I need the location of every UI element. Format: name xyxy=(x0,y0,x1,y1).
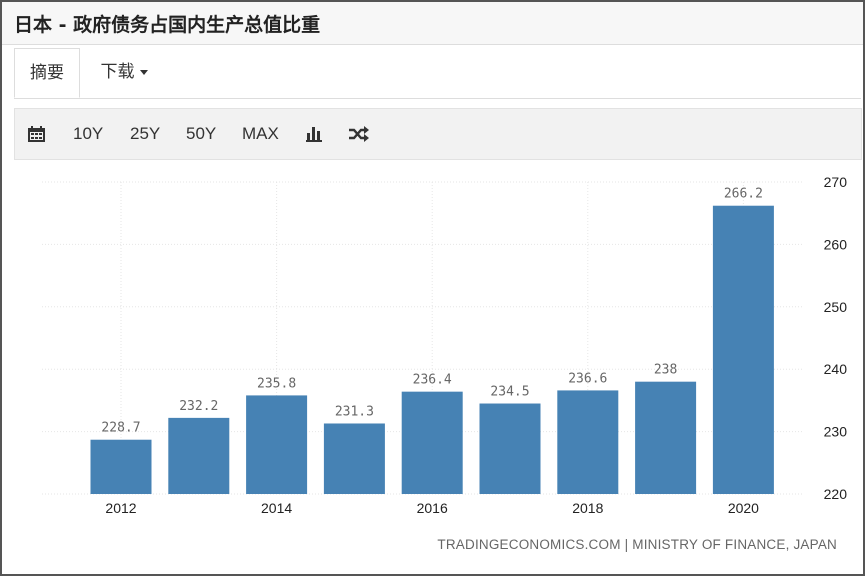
data-label: 232.2 xyxy=(179,399,218,414)
data-label: 266.2 xyxy=(724,187,763,202)
bar[interactable] xyxy=(90,439,152,494)
x-tick-label: 2016 xyxy=(417,500,448,516)
title-bar: 日本 - 政府债务占国内生产总值比重 xyxy=(2,2,863,45)
x-tick-label: 2020 xyxy=(728,500,759,516)
bar[interactable] xyxy=(479,403,541,494)
x-axis: 2012 2014 2016 2018 2020 xyxy=(105,500,759,516)
range-25y-button[interactable]: 25Y xyxy=(130,124,161,143)
y-tick-label: 260 xyxy=(824,236,848,252)
shuffle-icon[interactable] xyxy=(349,109,369,159)
data-label: 228.7 xyxy=(101,421,140,436)
data-label: 231.3 xyxy=(335,404,374,419)
bar-chart-icon[interactable] xyxy=(306,109,324,159)
tab-download[interactable]: 下载 xyxy=(94,48,154,96)
bar[interactable] xyxy=(401,391,463,494)
range-max-button[interactable]: MAX xyxy=(242,124,279,143)
chart-toolbar: 10Y 25Y 50Y MAX xyxy=(14,108,862,160)
data-label: 236.4 xyxy=(413,373,452,388)
data-labels: 228.7 232.2 235.8 231.3 236.4 234.5 236.6 238 26… xyxy=(101,187,763,436)
data-label: 238 xyxy=(654,363,677,378)
x-tick-label: 2014 xyxy=(261,500,292,516)
bar[interactable] xyxy=(712,205,774,494)
range-50y-button[interactable]: 50Y xyxy=(186,124,217,143)
data-label: 235.8 xyxy=(257,376,296,391)
data-label: 234.5 xyxy=(490,385,529,400)
y-tick-label: 230 xyxy=(824,424,848,440)
bar[interactable] xyxy=(323,423,385,494)
bar[interactable] xyxy=(246,395,308,494)
bar[interactable] xyxy=(635,381,697,494)
caret-down-icon xyxy=(139,69,148,75)
bar[interactable] xyxy=(557,390,619,494)
y-tick-label: 250 xyxy=(824,299,848,315)
data-label: 236.6 xyxy=(568,371,607,386)
bars xyxy=(90,205,774,494)
y-tick-label: 220 xyxy=(824,486,848,502)
tab-bar: 摘要 下载 xyxy=(14,48,861,99)
range-10y-button[interactable]: 10Y xyxy=(73,124,104,143)
calendar-icon[interactable] xyxy=(28,109,46,159)
source-credit: TRADINGECONOMICS.COM | MINISTRY OF FINAN… xyxy=(437,537,837,552)
x-tick-label: 2018 xyxy=(572,500,603,516)
bar[interactable] xyxy=(168,417,230,494)
x-tick-label: 2012 xyxy=(105,500,136,516)
bar-chart: 228.7 232.2 235.8 231.3 236.4 234.5 236.6 238 26… xyxy=(42,174,848,516)
y-axis: 220 230 240 250 260 270 xyxy=(824,174,848,502)
page-title: 日本 - 政府债务占国内生产总值比重 xyxy=(14,14,321,36)
tab-summary[interactable]: 摘要 xyxy=(14,48,80,98)
y-tick-label: 270 xyxy=(824,174,848,190)
y-tick-label: 240 xyxy=(824,361,848,377)
tab-download-label: 下载 xyxy=(100,62,135,82)
